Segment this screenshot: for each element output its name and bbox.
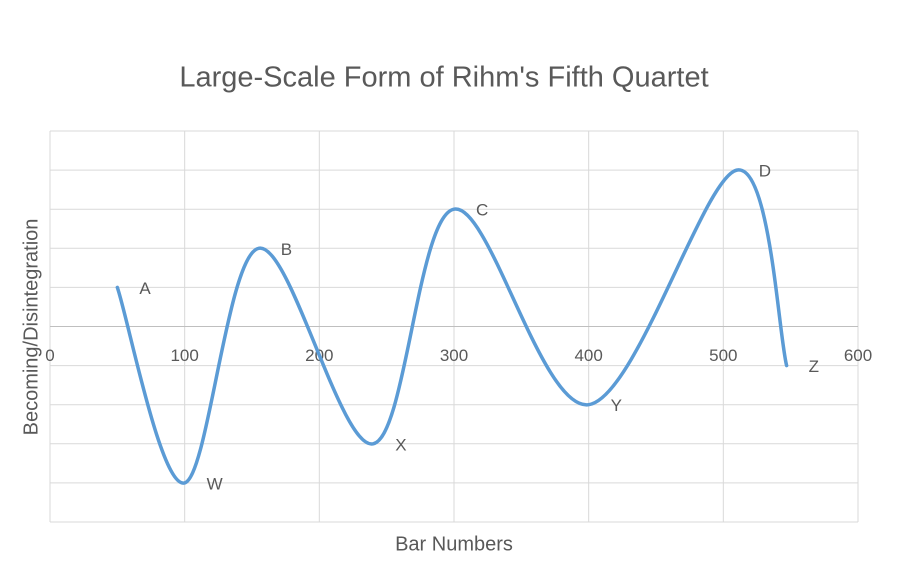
data-label: X [395, 435, 406, 454]
x-tick-label: 600 [844, 346, 872, 365]
chart-title: Large-Scale Form of Rihm's Fifth Quartet [179, 62, 708, 94]
x-tick-label: 0 [45, 346, 54, 365]
y-axis-title: Becoming/Disintegration [20, 219, 42, 436]
data-label: B [281, 240, 292, 259]
data-label: A [139, 279, 151, 298]
data-label: Y [611, 396, 622, 415]
x-tick-label: 500 [709, 346, 737, 365]
x-tick-label: 400 [574, 346, 602, 365]
line [115, 168, 789, 485]
x-tick-label: 300 [440, 346, 468, 365]
x-axis-title: Bar Numbers [395, 533, 513, 555]
data-label: C [476, 201, 488, 220]
data-label: D [759, 162, 771, 181]
x-tick-label: 100 [170, 346, 198, 365]
data-label: W [207, 474, 223, 493]
data-label: Z [809, 357, 819, 376]
